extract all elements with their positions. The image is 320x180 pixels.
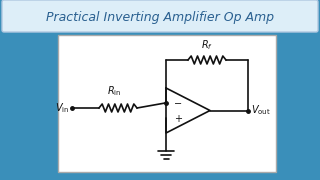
Bar (58, 35, 276, 172)
Text: −: − (174, 99, 182, 109)
Text: $R_f$: $R_f$ (201, 38, 213, 52)
Text: $V_{\mathregular{out}}$: $V_{\mathregular{out}}$ (251, 104, 271, 117)
Text: $R_{\mathregular{in}}$: $R_{\mathregular{in}}$ (107, 84, 121, 98)
Text: +: + (174, 114, 182, 124)
Text: $V_{\mathregular{in}}$: $V_{\mathregular{in}}$ (55, 101, 69, 115)
Text: Practical Inverting Amplifier Op Amp: Practical Inverting Amplifier Op Amp (46, 10, 274, 24)
FancyBboxPatch shape (2, 0, 318, 32)
